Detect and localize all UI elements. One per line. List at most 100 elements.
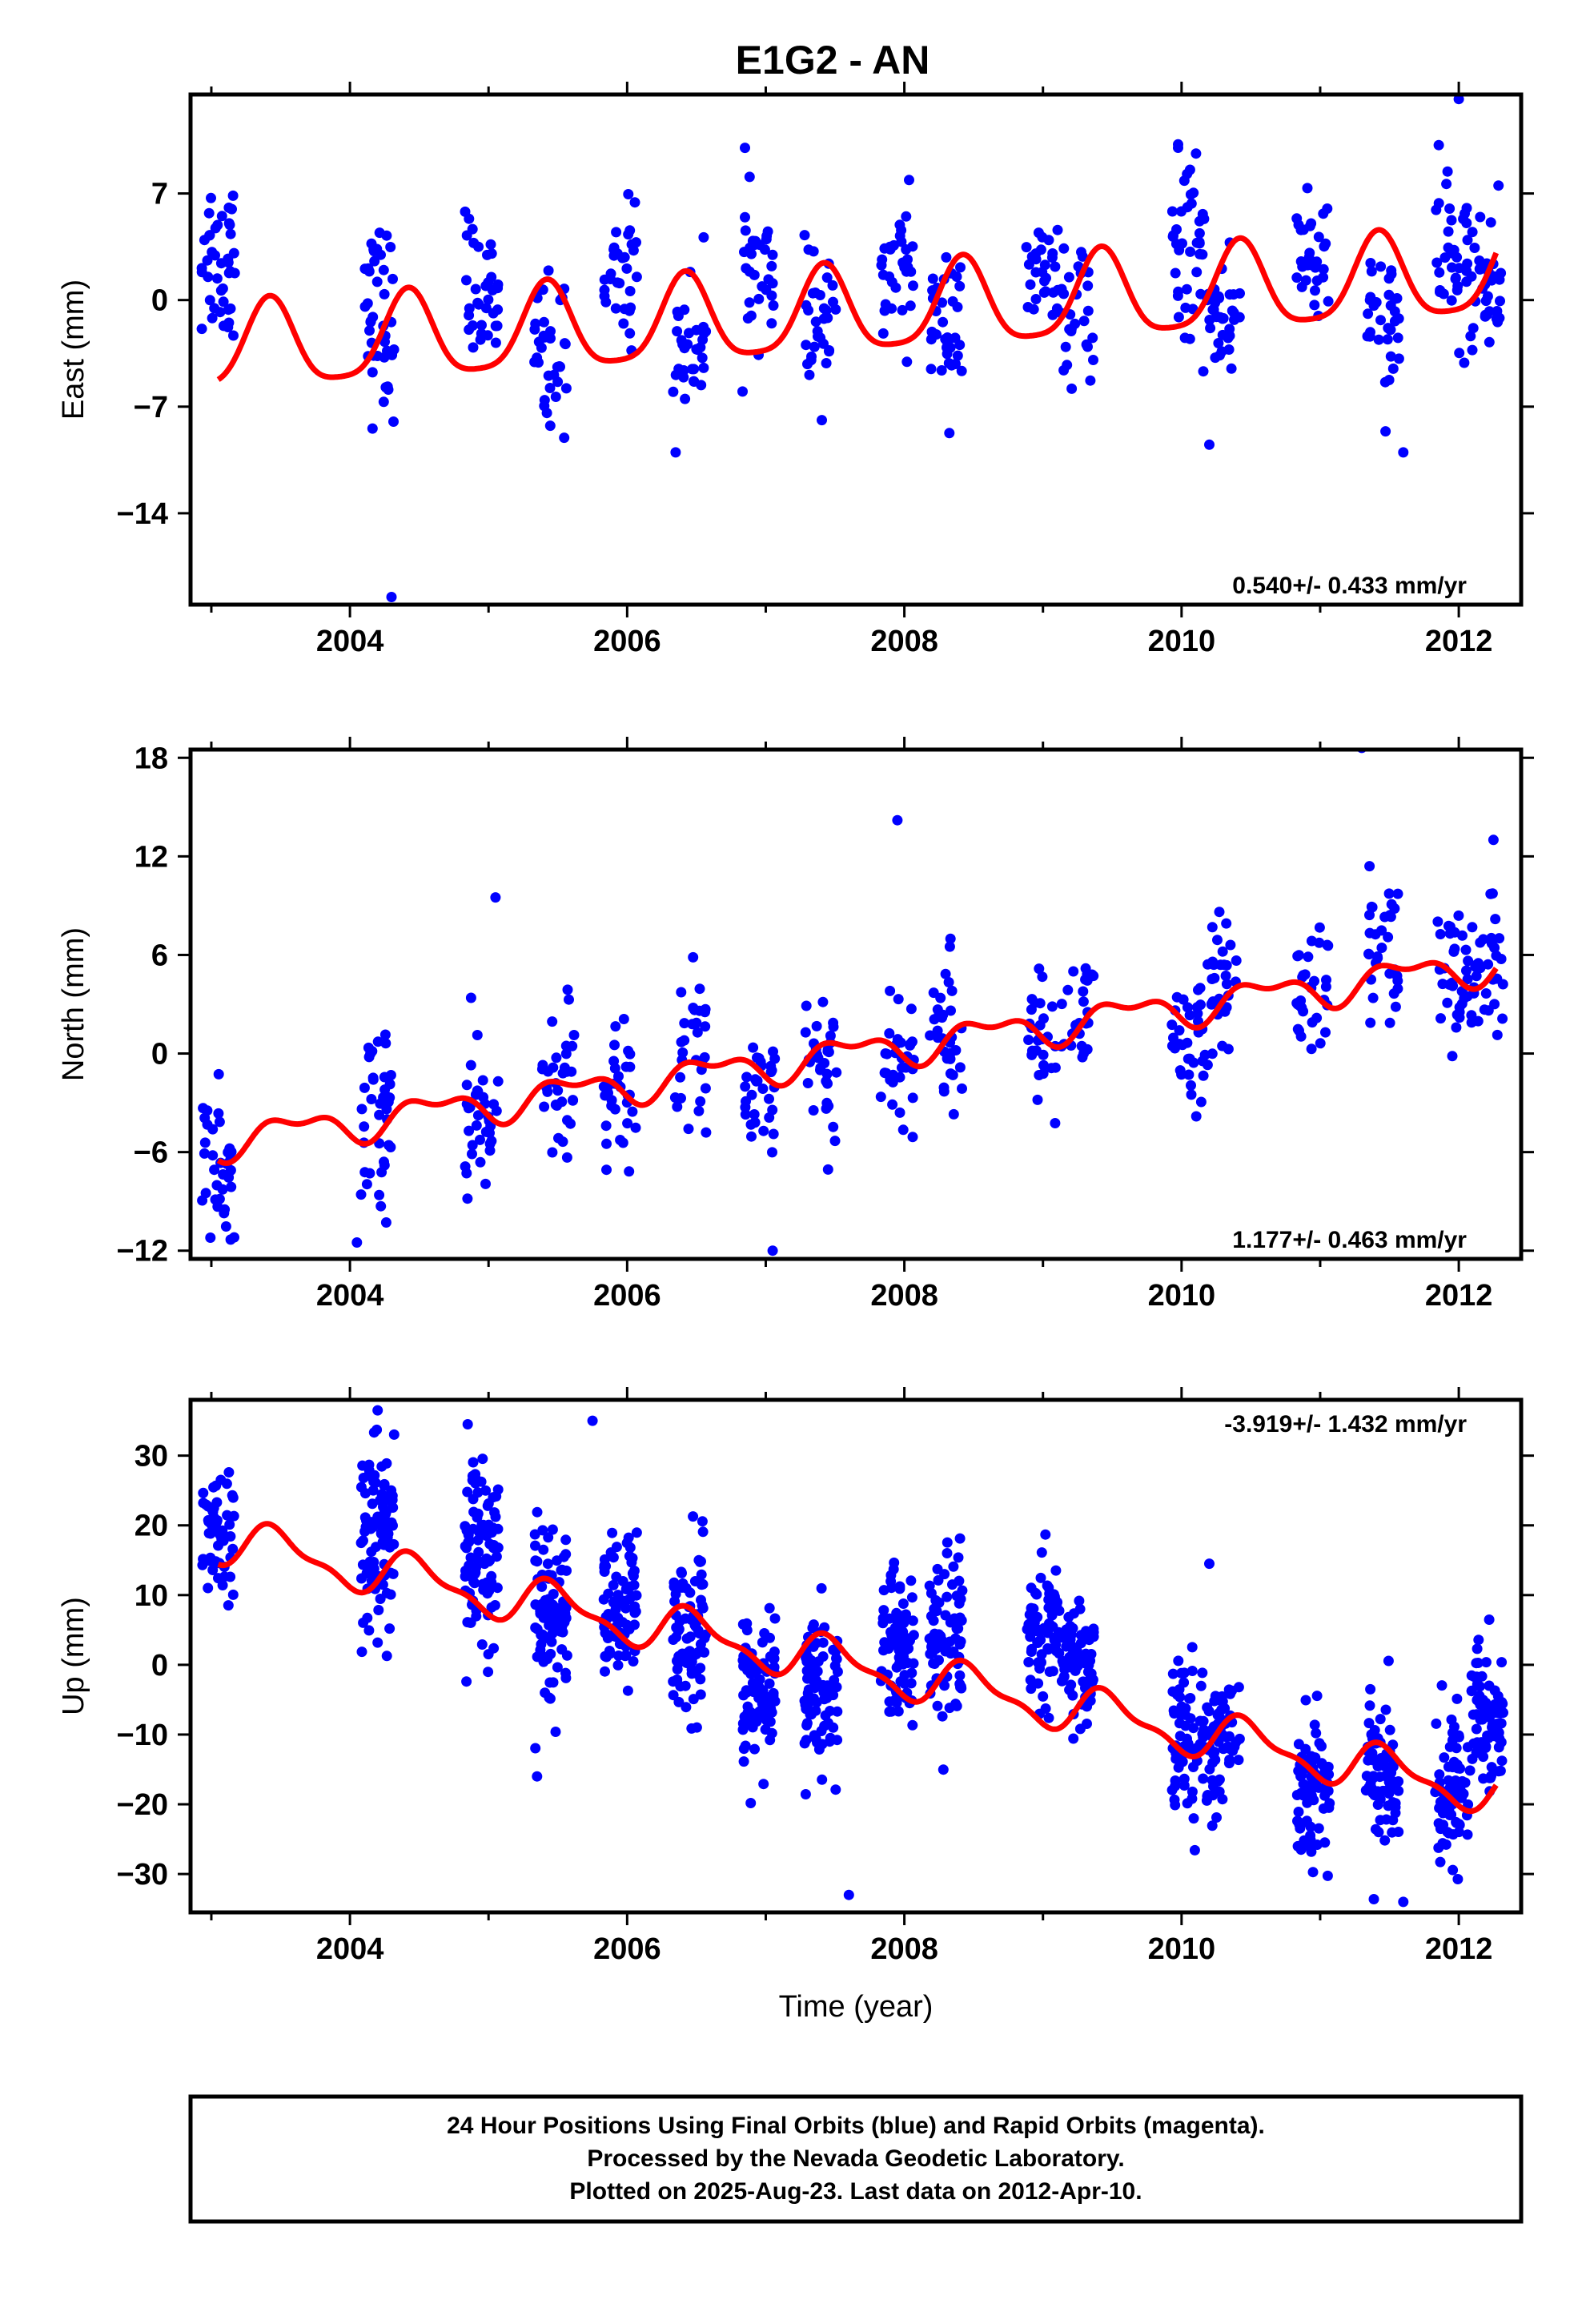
up-data-point (1443, 1761, 1454, 1772)
east-data-point (680, 393, 691, 404)
north-data-point (1037, 971, 1048, 983)
up-data-point (801, 1718, 813, 1729)
up-data-point (227, 1492, 239, 1503)
up-data-point (548, 1677, 559, 1688)
north-data-point (892, 814, 903, 826)
up-data-point (1082, 1701, 1093, 1712)
up-data-point (1372, 1761, 1383, 1771)
north-data-point (954, 1062, 966, 1073)
up-data-point (1492, 1719, 1503, 1730)
up-data-point (942, 1537, 953, 1548)
up-data-point (468, 1457, 479, 1468)
east-data-point (821, 305, 832, 316)
up-data-point (894, 1583, 905, 1594)
east-data-point (672, 306, 683, 317)
up-data-point (906, 1592, 917, 1603)
east-data-point (483, 294, 494, 305)
up-data-point (1313, 1823, 1324, 1834)
north-data-point (825, 1030, 836, 1041)
north-data-point (1449, 927, 1460, 938)
up-data-point (1065, 1642, 1076, 1652)
east-data-point (218, 296, 229, 308)
east-data-point (475, 334, 486, 345)
north-data-point (1321, 975, 1331, 986)
up-data-point (1195, 1715, 1206, 1727)
north-data-point (752, 1052, 762, 1063)
up-data-point (620, 1584, 632, 1594)
east-data-point (1296, 281, 1307, 292)
up-data-point (361, 1515, 371, 1526)
north-y-tick-label: −6 (134, 1136, 168, 1170)
up-data-point (738, 1690, 749, 1701)
up-data-point (765, 1735, 776, 1746)
east-data-point (757, 281, 768, 292)
up-data-point (628, 1579, 640, 1590)
east-data-point (218, 320, 229, 332)
up-data-point (1365, 1778, 1376, 1789)
north-data-point (1475, 963, 1486, 974)
north-data-point (828, 1021, 839, 1032)
up-data-point (550, 1727, 561, 1737)
up-data-point (1074, 1723, 1086, 1735)
up-data-point (1302, 1836, 1313, 1848)
up-data-point (369, 1470, 380, 1481)
up-data-point (385, 1589, 396, 1600)
east-data-point (894, 219, 905, 231)
north-data-point (199, 1148, 210, 1159)
north-data-point (461, 1080, 472, 1091)
up-data-point (749, 1743, 760, 1755)
east-data-point (1309, 300, 1320, 311)
east-data-point (1448, 244, 1460, 255)
up-data-point (547, 1524, 558, 1535)
up-data-point (556, 1565, 567, 1576)
east-data-point (1486, 275, 1497, 286)
up-data-point (1375, 1753, 1387, 1763)
north-data-point (1215, 959, 1226, 971)
east-data-point (225, 228, 236, 239)
north-data-point (879, 1068, 890, 1079)
north-data-point (749, 1109, 760, 1120)
up-data-point (488, 1541, 500, 1552)
up-data-point (1471, 1723, 1482, 1735)
up-data-point (932, 1563, 943, 1574)
north-data-point (769, 1053, 781, 1064)
up-data-point (937, 1711, 948, 1722)
north-data-point (1365, 1017, 1376, 1028)
east-data-point (485, 239, 496, 250)
up-data-point (1383, 1655, 1394, 1667)
east-data-point (1460, 208, 1470, 219)
up-data-point (828, 1722, 839, 1733)
north-data-point (1376, 943, 1387, 953)
north-data-point (379, 1084, 391, 1096)
up-data-point (631, 1590, 642, 1601)
north-data-point (1220, 971, 1231, 981)
east-data-point (365, 316, 376, 328)
north-data-point (1182, 1002, 1193, 1013)
north-data-point (768, 1128, 779, 1140)
up-data-point (1375, 1771, 1385, 1783)
east-data-point (1446, 295, 1457, 306)
east-data-point (543, 265, 554, 276)
east-data-point (1185, 246, 1196, 257)
east-data-point (1365, 258, 1376, 268)
north-data-point (897, 1124, 909, 1136)
up-data-point (1496, 1657, 1508, 1668)
east-data-point (545, 326, 556, 337)
up-data-point (1068, 1608, 1079, 1619)
east-data-point (539, 316, 549, 328)
up-data-point (671, 1676, 682, 1687)
north-data-point (1492, 1029, 1503, 1040)
east-data-point (926, 364, 937, 375)
east-data-point (1475, 263, 1485, 275)
east-data-point (1302, 183, 1313, 194)
north-data-point (564, 994, 574, 1005)
up-data-point (697, 1526, 709, 1538)
east-data-point (1382, 334, 1393, 345)
up-data-point (544, 1602, 555, 1614)
up-data-point (1471, 1658, 1482, 1669)
up-data-point (1225, 1688, 1236, 1699)
east-data-point (744, 171, 755, 183)
up-data-point (624, 1542, 636, 1553)
east-data-point (1066, 383, 1078, 394)
east-data-point (1398, 447, 1409, 458)
